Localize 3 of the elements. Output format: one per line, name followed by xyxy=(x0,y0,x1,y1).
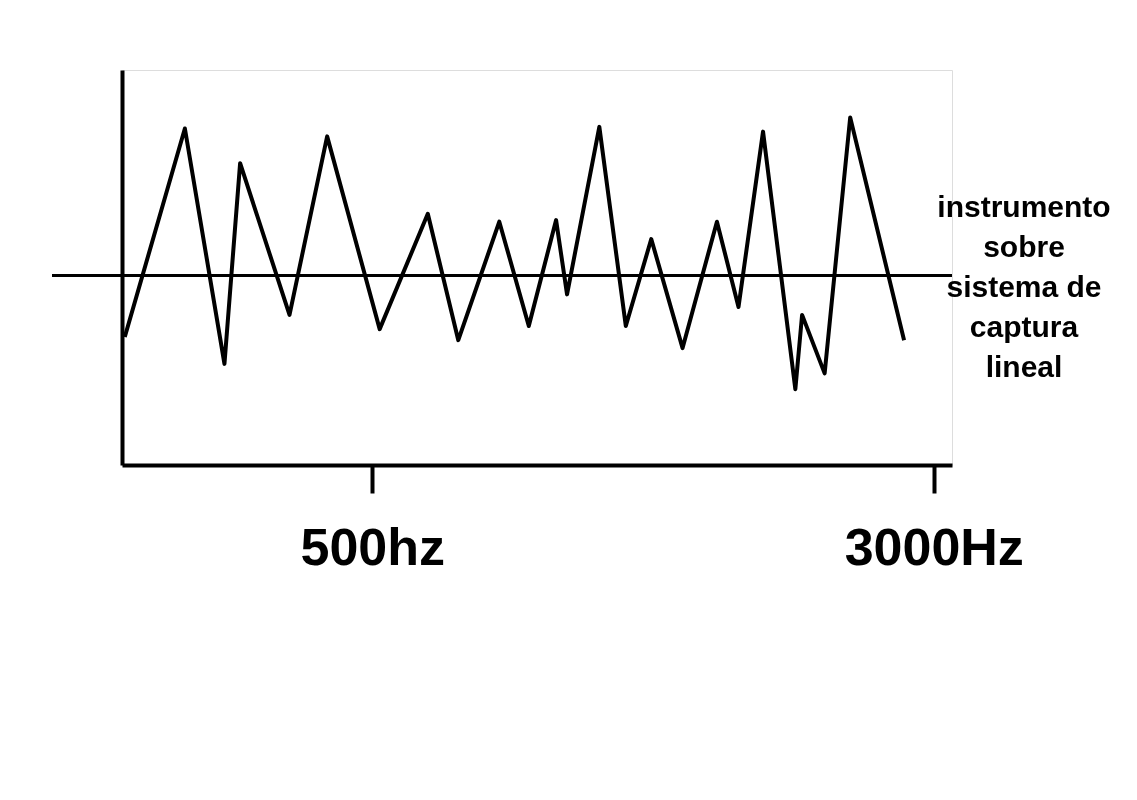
x-tick-label: 500hz xyxy=(300,517,445,576)
series-label: instrumento sobre sistema de captura lineal xyxy=(937,190,1111,384)
x-tick-label: 3000Hz xyxy=(844,517,1024,576)
